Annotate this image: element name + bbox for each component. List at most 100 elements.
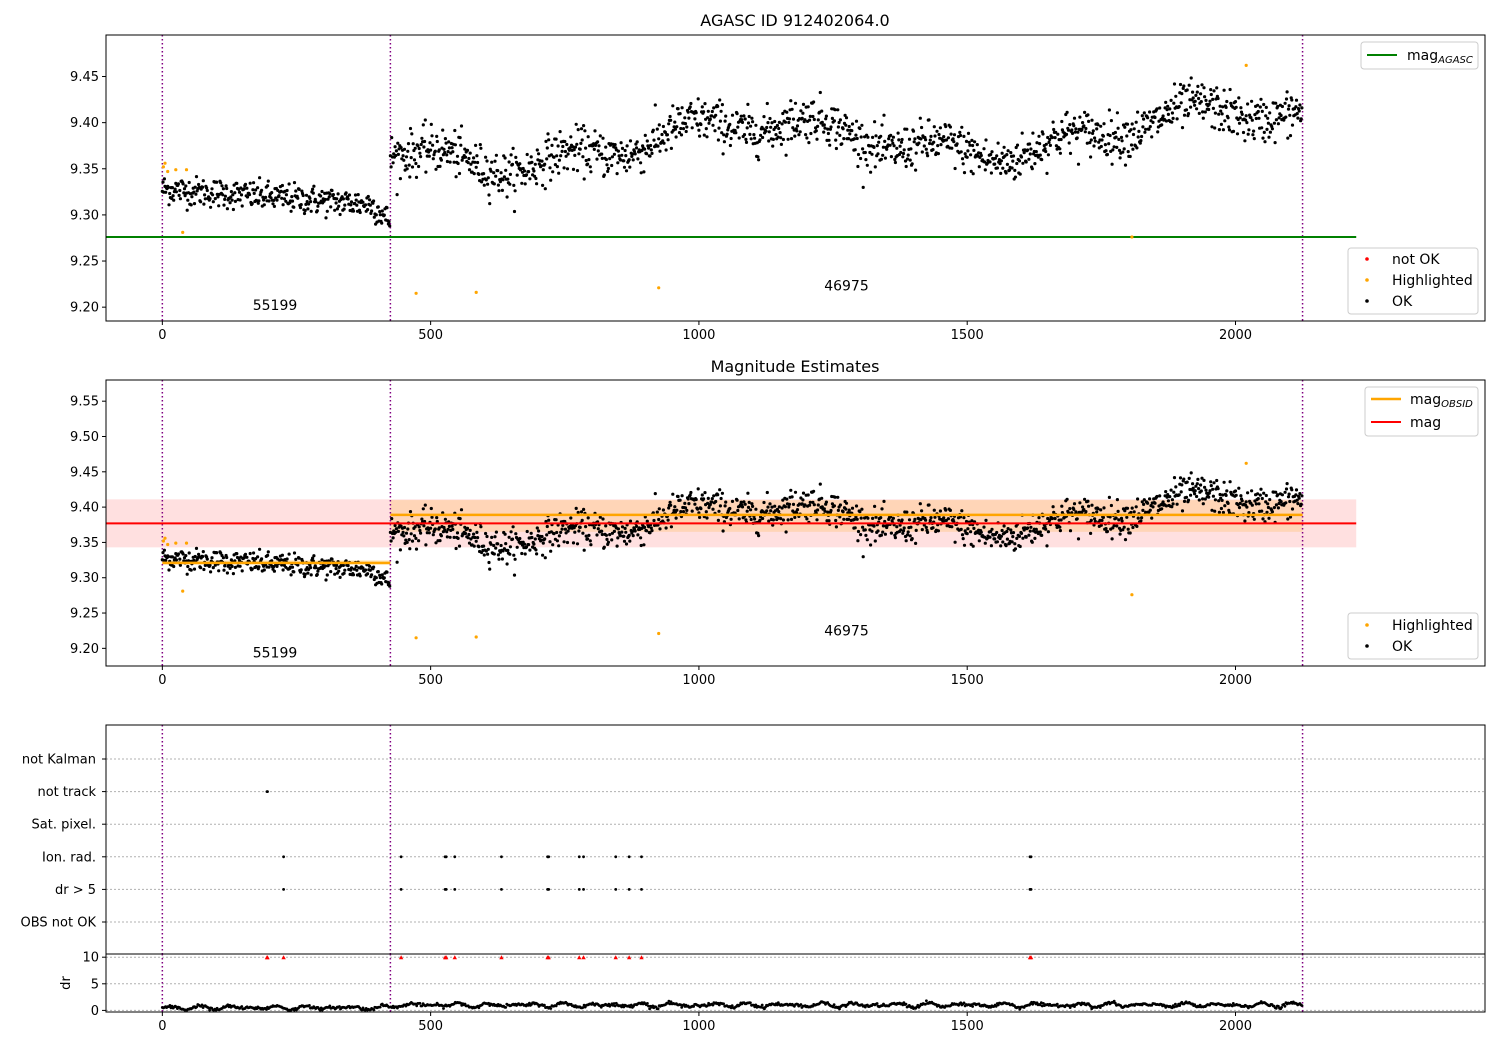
ok-point xyxy=(589,170,593,174)
ok-point xyxy=(914,528,918,533)
ok-point xyxy=(217,204,221,208)
ok-point xyxy=(910,537,914,541)
ok-point xyxy=(1140,500,1144,504)
ok-point xyxy=(1158,106,1162,110)
ok-point xyxy=(1287,104,1291,108)
ok-point xyxy=(1219,506,1223,511)
ok-point xyxy=(1059,137,1063,142)
ok-point xyxy=(1256,103,1260,107)
ok-point xyxy=(577,152,581,156)
ok-point xyxy=(518,162,522,166)
ok-point xyxy=(1197,111,1201,115)
ok-point xyxy=(960,509,964,513)
dr-point xyxy=(208,1008,212,1012)
ok-point xyxy=(453,143,457,147)
ok-point xyxy=(1095,510,1099,514)
ok-point xyxy=(868,150,872,155)
ok-point xyxy=(582,124,586,128)
ok-point xyxy=(475,154,479,158)
ok-point xyxy=(532,542,536,546)
flag-point xyxy=(640,888,643,891)
ok-point xyxy=(376,205,380,209)
ok-point xyxy=(787,505,791,509)
ok-point xyxy=(568,146,572,150)
ok-point xyxy=(1019,155,1024,159)
ok-point xyxy=(1136,135,1140,139)
legend-label-highlighted: Highlighted xyxy=(1392,273,1473,289)
ok-point xyxy=(806,493,810,497)
ok-point xyxy=(881,145,886,149)
ok-point xyxy=(162,177,166,181)
ok-point xyxy=(233,199,237,203)
ok-point xyxy=(391,536,395,540)
ok-point xyxy=(1033,536,1037,541)
ok-point xyxy=(1207,491,1211,495)
ok-point xyxy=(456,536,460,541)
ok-point xyxy=(639,171,643,175)
ok-point xyxy=(1191,96,1195,100)
ok-point xyxy=(784,530,788,534)
ok-point xyxy=(1294,488,1299,492)
ok-point xyxy=(805,517,809,521)
ok-point xyxy=(883,519,887,524)
ok-point xyxy=(497,189,501,193)
ok-point xyxy=(808,500,812,504)
ok-point xyxy=(1052,127,1056,132)
panel-agasc-legend-lines[interactable]: magAGASC xyxy=(1360,41,1479,70)
panel-magnitude-legend-points[interactable]: Highlighted OK xyxy=(1347,612,1479,660)
ok-point xyxy=(924,525,928,530)
ok-point xyxy=(1172,490,1176,494)
annotation-obsid-2: 46975 xyxy=(824,279,869,295)
ok-point xyxy=(724,114,728,118)
dr-point xyxy=(308,1004,311,1007)
ok-point xyxy=(699,507,703,511)
ok-point xyxy=(271,202,275,206)
ok-point xyxy=(624,169,629,173)
ok-point xyxy=(1179,101,1183,105)
ok-point xyxy=(1169,488,1173,492)
ok-point xyxy=(1187,83,1191,87)
ok-point xyxy=(221,187,225,191)
annotation-obsid-2: 46975 xyxy=(824,624,869,640)
ok-point xyxy=(185,572,189,576)
ok-point xyxy=(1115,498,1119,502)
ok-point xyxy=(1123,509,1127,513)
ok-point xyxy=(834,525,839,529)
ok-point xyxy=(1143,130,1147,134)
ok-point xyxy=(1101,134,1105,138)
ok-point xyxy=(854,133,858,137)
ok-point xyxy=(1030,167,1034,171)
ok-point xyxy=(749,137,753,141)
ok-point xyxy=(602,173,606,177)
ok-point xyxy=(863,528,867,532)
ok-point xyxy=(574,506,578,510)
ok-point xyxy=(762,115,766,119)
ok-point xyxy=(881,524,886,528)
ok-point xyxy=(1297,496,1301,500)
ok-point xyxy=(245,186,249,190)
ok-point xyxy=(613,143,617,147)
ok-point xyxy=(808,114,812,118)
ok-point xyxy=(752,133,756,137)
ok-point xyxy=(734,131,738,135)
ok-point xyxy=(721,529,725,533)
ok-point xyxy=(1112,145,1116,149)
ok-point xyxy=(496,542,500,546)
ok-point xyxy=(341,197,345,201)
ok-point xyxy=(958,130,962,134)
ok-point xyxy=(1196,477,1200,481)
dr-clipped-marker xyxy=(581,955,586,960)
ok-point xyxy=(1237,121,1242,125)
ok-point xyxy=(856,529,861,534)
ok-point xyxy=(1300,106,1304,110)
panel-magnitude-legend-lines[interactable]: magOBSID mag xyxy=(1364,386,1479,437)
ok-point xyxy=(720,103,725,107)
ok-point xyxy=(566,152,570,156)
ok-point xyxy=(645,529,649,533)
ok-point xyxy=(924,518,928,522)
ok-point xyxy=(814,129,818,133)
panel-agasc-legend-points[interactable]: not OK Highlighted OK xyxy=(1347,247,1479,315)
ok-point xyxy=(513,189,517,193)
dr-point xyxy=(729,1006,733,1010)
ok-point xyxy=(642,543,646,547)
